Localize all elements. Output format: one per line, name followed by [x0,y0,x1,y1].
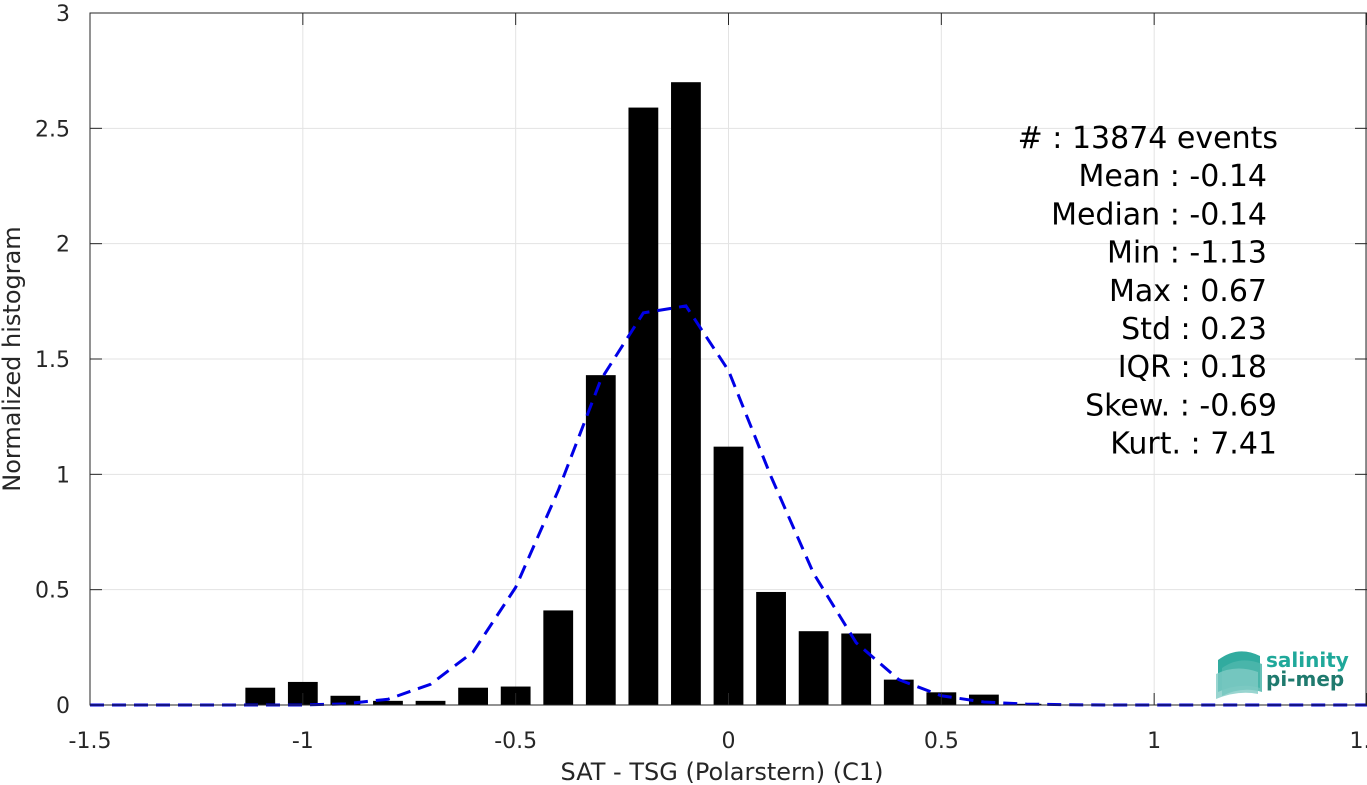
histogram-bar [671,82,701,705]
histogram-bar [415,700,446,705]
histogram-bar [373,700,403,705]
y-tick-label: 3 [56,2,70,27]
x-tick-label: 0 [722,729,736,754]
logo-text-pimep: pi-mep [1266,667,1344,691]
x-tick-labels: -1.5 -1 -0.5 0 0.5 1 1.5 [69,729,1367,754]
stat-line: Min : -1.13 [1107,236,1267,271]
stat-line: Median : -0.14 [1051,197,1267,232]
histogram-bar [756,591,786,705]
stat-line: # : 13874 events [1018,121,1278,156]
stat-line: Std : 0.23 [1121,312,1267,347]
logo-wave-icon [1216,651,1262,699]
y-tick-label: 0.5 [35,579,70,604]
y-tick-label: 0 [56,694,70,719]
x-tick-label: -0.5 [494,729,537,754]
stat-line: Skew. : -0.69 [1085,388,1277,423]
logo-text-salinity: salinity [1266,648,1349,672]
salinity-pi-mep-logo: salinity pi-mep [1216,648,1349,699]
stat-line: Max : 0.67 [1109,274,1267,309]
histogram-bar [330,695,361,705]
histogram-bar [458,687,488,705]
bars [245,82,1042,705]
x-tick-label: 1.5 [1350,729,1367,754]
histogram-bar [713,446,744,705]
histogram-bar [969,694,999,705]
y-tick-label: 1.5 [35,348,70,373]
histogram-bar [798,631,829,705]
histogram-bar [543,610,574,705]
histogram-bar [841,633,872,705]
stat-line: Mean : -0.14 [1078,159,1267,194]
histogram-bar [585,375,616,705]
ticks [89,12,1367,706]
histogram-bar [628,107,659,705]
stat-line: Kurt. : 7.41 [1110,427,1277,462]
stat-line: IQR : 0.18 [1118,350,1267,385]
x-tick-label: -1.5 [69,729,112,754]
x-tick-label: 1 [1147,729,1161,754]
y-axis-label: Normalized histogram [0,226,26,491]
y-tick-label: 1 [56,463,70,488]
histogram-bar [245,687,276,705]
y-tick-label: 2.5 [35,117,70,142]
y-tick-label: 2 [56,233,70,258]
x-tick-label: -1 [292,729,314,754]
x-tick-label: 0.5 [924,729,959,754]
y-tick-labels: 0 0.5 1 1.5 2 2.5 3 [35,2,70,719]
x-axis-label: SAT - TSG (Polarstern) (C1) [561,758,884,785]
